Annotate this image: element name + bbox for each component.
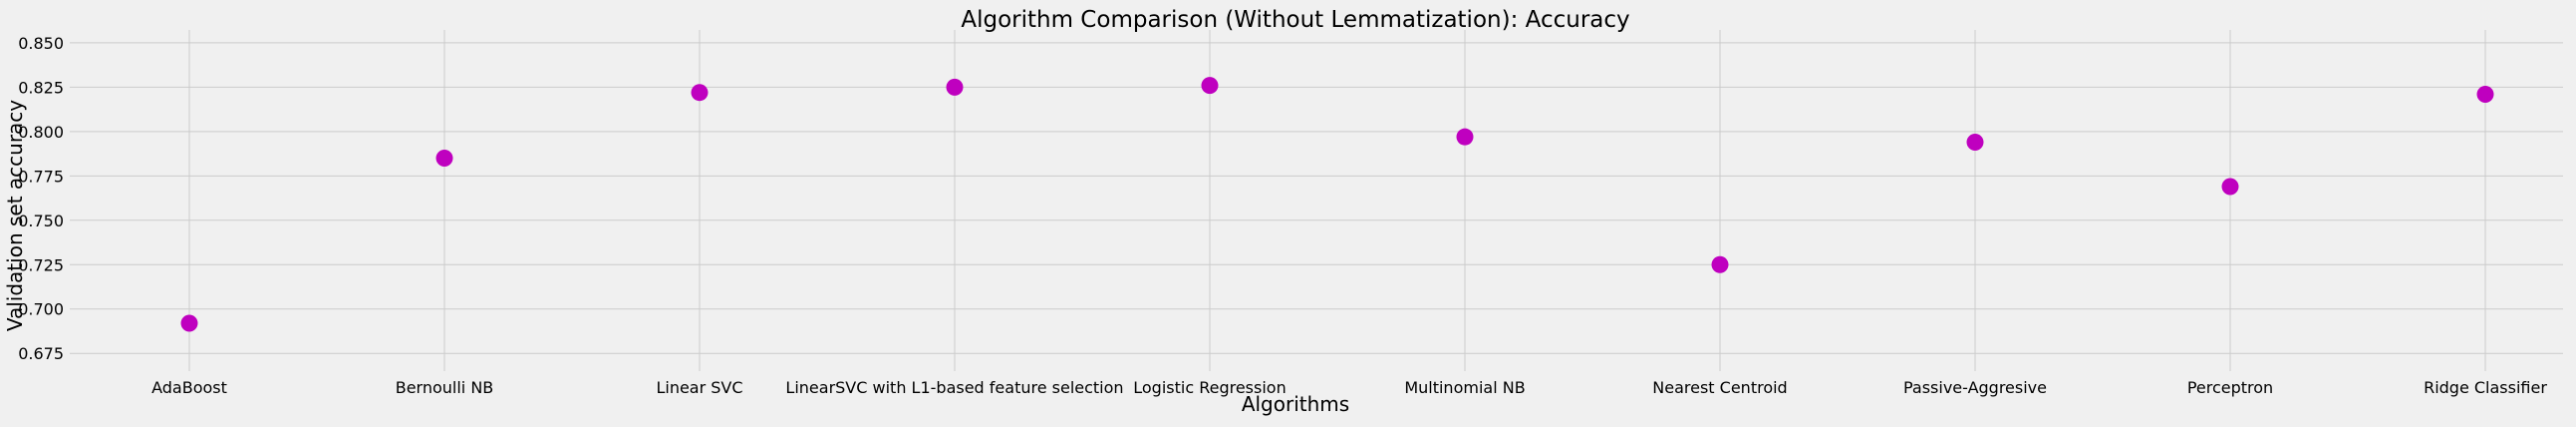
grid-layer [70, 30, 2563, 371]
y-tick-label: 0.750 [18, 212, 64, 230]
x-tick-label: Linear SVC [656, 378, 742, 397]
x-tick-label: Ridge Classifier [2424, 378, 2547, 397]
y-axis-label: Validation set accuracy [3, 100, 27, 331]
x-axis-label: Algorithms [1242, 392, 1349, 416]
y-tick-label: 0.800 [18, 123, 64, 142]
x-tick-label: Perceptron [2187, 378, 2273, 397]
data-point [691, 84, 709, 102]
y-tick-label: 0.675 [18, 344, 64, 363]
data-point [2221, 178, 2239, 196]
y-tick-label: 0.775 [18, 167, 64, 186]
chart-title: Algorithm Comparison (Without Lemmatizat… [961, 7, 1629, 33]
data-point [1201, 77, 1219, 95]
data-points [180, 77, 2494, 332]
y-tick-label: 0.850 [18, 34, 64, 53]
x-tick-label: AdaBoost [151, 378, 227, 397]
y-tick-label: 0.825 [18, 78, 64, 97]
data-point [180, 314, 198, 332]
data-point [1456, 128, 1474, 146]
x-tick-label: Passive-Aggresive [1903, 378, 2047, 397]
x-tick-label: LinearSVC with L1-based feature selectio… [785, 378, 1123, 397]
x-tick-labels: AdaBoost Bernoulli NB Linear SVC LinearSVC … [151, 378, 2547, 397]
data-point [2476, 85, 2494, 103]
x-tick-label: Bernoulli NB [396, 378, 494, 397]
data-point [946, 78, 964, 96]
y-tick-label: 0.700 [18, 300, 64, 319]
data-point [1966, 134, 1984, 152]
y-tick-label: 0.725 [18, 255, 64, 274]
x-tick-label: Nearest Centroid [1652, 378, 1787, 397]
y-tick-labels: 0.675 0.700 0.725 0.750 0.775 0.800 0.825 0.850 [18, 34, 64, 363]
x-tick-label: Multinomial NB [1404, 378, 1525, 397]
data-point [435, 150, 453, 168]
data-point [1711, 255, 1729, 273]
x-tick-label: Logistic Regression [1133, 378, 1286, 397]
